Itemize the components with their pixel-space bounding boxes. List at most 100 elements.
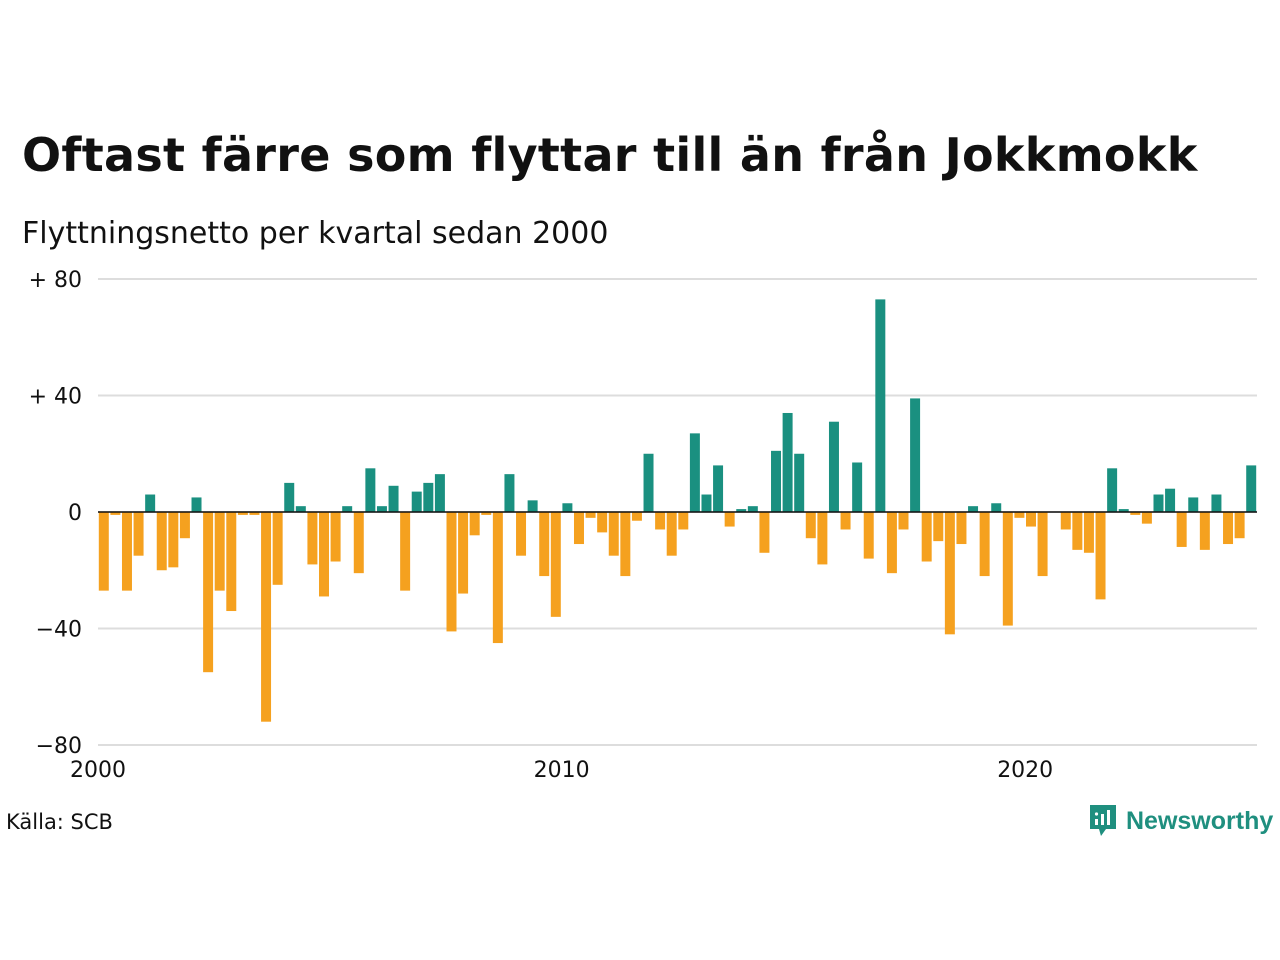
bar xyxy=(979,512,990,577)
bar xyxy=(168,512,179,568)
bar xyxy=(110,512,121,515)
bar xyxy=(1188,497,1199,512)
bar xyxy=(411,491,422,512)
bar xyxy=(226,512,237,612)
bar xyxy=(330,512,341,562)
y-tick-label: −80 xyxy=(36,734,82,759)
bar xyxy=(968,506,979,512)
x-tick-label: 2020 xyxy=(997,758,1053,783)
bar xyxy=(237,512,248,515)
bar xyxy=(1141,512,1152,524)
bar xyxy=(527,500,538,512)
bar xyxy=(689,433,700,512)
y-tick-label: + 40 xyxy=(29,385,82,410)
bar xyxy=(191,497,202,512)
logo-text: Newsworthy xyxy=(1126,806,1274,835)
bar xyxy=(828,421,839,512)
y-tick-label: 0 xyxy=(68,501,82,526)
bar xyxy=(98,512,109,591)
bar xyxy=(562,503,573,512)
bar xyxy=(1211,494,1222,512)
bar xyxy=(423,482,434,513)
bar xyxy=(342,506,353,512)
y-tick-label: −40 xyxy=(36,618,82,643)
bar xyxy=(307,512,318,565)
x-axis-labels: 2000 2010 2020 xyxy=(70,758,1053,783)
bar xyxy=(550,512,561,617)
bar xyxy=(133,512,144,556)
bar xyxy=(585,512,596,518)
x-tick-label: 2000 xyxy=(70,758,126,783)
bar xyxy=(179,512,190,539)
newsworthy-chart-icon xyxy=(1090,805,1116,836)
bar xyxy=(1026,512,1036,527)
bar xyxy=(492,512,503,644)
bar xyxy=(272,512,283,585)
bar xyxy=(400,512,411,591)
bar xyxy=(759,512,770,553)
bar xyxy=(771,450,782,512)
bar xyxy=(1083,512,1094,553)
bar xyxy=(121,512,132,591)
bar xyxy=(214,512,225,591)
bar xyxy=(573,512,584,545)
bar xyxy=(1176,512,1187,547)
bar xyxy=(817,512,828,565)
bar xyxy=(886,512,897,574)
bar xyxy=(516,512,527,556)
bar xyxy=(353,512,364,574)
bar xyxy=(713,465,724,512)
bar xyxy=(933,512,944,542)
bar xyxy=(701,494,712,512)
newsworthy-logo[interactable]: Newsworthy xyxy=(1088,803,1273,839)
bar xyxy=(1002,512,1013,626)
bar xyxy=(898,512,909,530)
bar xyxy=(1095,512,1106,600)
bar xyxy=(724,512,735,527)
bar xyxy=(1199,512,1210,550)
bar xyxy=(597,512,608,533)
bar xyxy=(666,512,677,556)
bar xyxy=(1223,512,1234,545)
bar xyxy=(145,494,156,512)
bar xyxy=(284,482,295,513)
bar xyxy=(388,485,399,512)
bar xyxy=(944,512,955,635)
bar xyxy=(249,512,260,515)
bar xyxy=(319,512,329,597)
bar xyxy=(434,474,445,512)
bar xyxy=(458,512,469,594)
bar xyxy=(805,512,816,539)
bar xyxy=(643,453,654,512)
bar xyxy=(295,506,306,512)
bar xyxy=(1153,494,1164,512)
bar xyxy=(852,462,863,512)
bar xyxy=(376,506,387,512)
y-tick-label: + 80 xyxy=(29,268,82,293)
bar xyxy=(203,512,214,673)
bar xyxy=(365,468,376,512)
chart-subtitle: Flyttningsnetto per kvartal sedan 2000 xyxy=(22,216,609,251)
bar xyxy=(156,512,167,571)
bar xyxy=(1165,488,1176,512)
bar xyxy=(539,512,550,577)
bar xyxy=(631,512,642,521)
bar xyxy=(608,512,619,556)
bar xyxy=(747,506,758,512)
bar xyxy=(1107,468,1118,512)
bar xyxy=(504,474,515,512)
bar xyxy=(736,509,747,512)
bar xyxy=(1118,509,1129,512)
bar xyxy=(620,512,631,577)
bar xyxy=(446,512,457,632)
chart-title: Oftast färre som flyttar till än från Jo… xyxy=(22,128,1198,182)
y-axis-labels: + 80 + 40 0 −40 −80 xyxy=(29,268,82,759)
source-note: Källa: SCB xyxy=(6,810,113,834)
bar xyxy=(1072,512,1083,550)
bar xyxy=(1014,512,1025,518)
bar xyxy=(655,512,666,530)
bar xyxy=(840,512,851,530)
bar xyxy=(1037,512,1048,577)
bar xyxy=(1246,465,1257,512)
